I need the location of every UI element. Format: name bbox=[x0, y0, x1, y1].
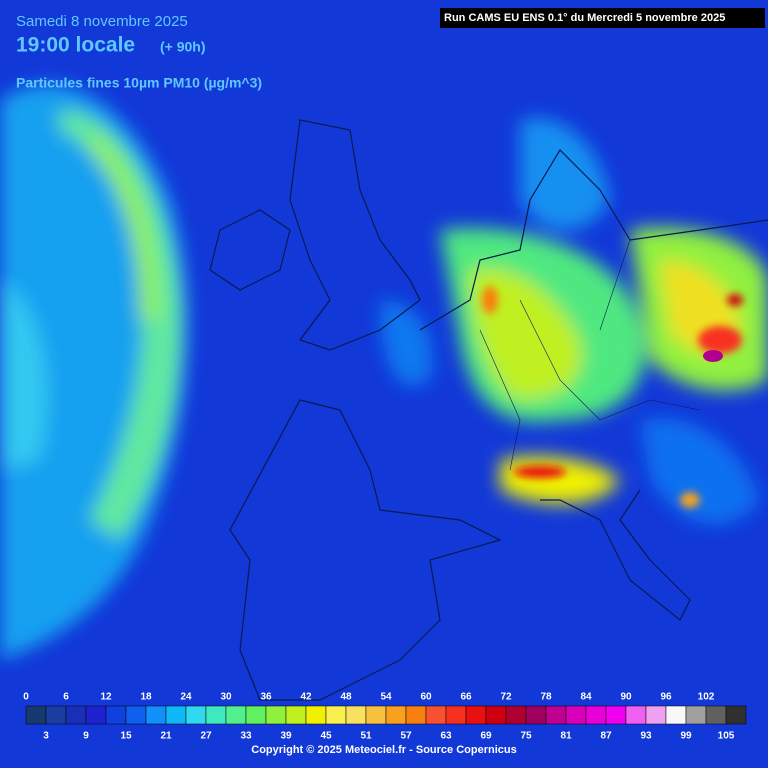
legend-label-top: 102 bbox=[698, 692, 715, 703]
color-swatch bbox=[345, 705, 367, 725]
color-swatch bbox=[425, 705, 447, 725]
forecast-date: Samedi 8 novembre 2025 bbox=[16, 13, 188, 30]
legend-label-top: 66 bbox=[460, 692, 472, 703]
color-swatch bbox=[285, 705, 307, 725]
color-swatch bbox=[465, 705, 487, 725]
legend-label-top: 30 bbox=[220, 692, 232, 703]
legend-label-top: 6 bbox=[63, 692, 69, 703]
forecast-time: 19:00 locale bbox=[16, 34, 135, 57]
color-swatch bbox=[225, 705, 247, 725]
color-swatch bbox=[325, 705, 347, 725]
color-swatch bbox=[385, 705, 407, 725]
color-swatch bbox=[685, 705, 707, 725]
color-swatch bbox=[165, 705, 187, 725]
color-swatch bbox=[705, 705, 727, 725]
legend-label-bottom: 69 bbox=[480, 731, 492, 742]
legend-label-bottom: 87 bbox=[600, 731, 612, 742]
color-swatch bbox=[85, 705, 107, 725]
legend-label-top: 96 bbox=[660, 692, 672, 703]
legend-label-top: 18 bbox=[140, 692, 152, 703]
color-swatch bbox=[485, 705, 507, 725]
color-swatch bbox=[45, 705, 67, 725]
forecast-lead: (+ 90h) bbox=[160, 39, 206, 55]
legend-label-bottom: 9 bbox=[83, 731, 89, 742]
legend-label-bottom: 51 bbox=[360, 731, 372, 742]
color-swatch bbox=[645, 705, 667, 725]
legend-label-top: 78 bbox=[540, 692, 552, 703]
legend-label-top: 48 bbox=[340, 692, 352, 703]
legend-label-top: 90 bbox=[620, 692, 632, 703]
color-swatch bbox=[125, 705, 147, 725]
variable-title: Particules fines 10µm PM10 (µg/m^3) bbox=[16, 75, 262, 91]
legend-label-top: 72 bbox=[500, 692, 512, 703]
color-swatch bbox=[105, 705, 127, 725]
legend-label-bottom: 99 bbox=[680, 731, 692, 742]
color-swatch bbox=[265, 705, 287, 725]
legend-label-bottom: 93 bbox=[640, 731, 652, 742]
run-info: Run CAMS EU ENS 0.1° du Mercredi 5 novem… bbox=[444, 12, 725, 24]
legend-label-top: 12 bbox=[100, 692, 112, 703]
hotspots bbox=[482, 286, 743, 508]
legend-label-top: 42 bbox=[300, 692, 312, 703]
legend-label-top: 84 bbox=[580, 692, 592, 703]
legend-label-bottom: 81 bbox=[560, 731, 572, 742]
legend-label-bottom: 27 bbox=[200, 731, 212, 742]
color-swatch bbox=[625, 705, 647, 725]
legend-label-top: 54 bbox=[380, 692, 392, 703]
legend-label-top: 60 bbox=[420, 692, 432, 703]
legend-label-top: 36 bbox=[260, 692, 272, 703]
legend-label-bottom: 63 bbox=[440, 731, 452, 742]
color-swatch bbox=[505, 705, 527, 725]
color-swatch bbox=[185, 705, 207, 725]
run-box bbox=[440, 8, 765, 28]
legend-label-bottom: 15 bbox=[120, 731, 132, 742]
color-swatch bbox=[205, 705, 227, 725]
legend-label-bottom: 21 bbox=[160, 731, 172, 742]
legend-label-bottom: 57 bbox=[400, 731, 412, 742]
legend-label-bottom: 3 bbox=[43, 731, 49, 742]
legend-label-top: 0 bbox=[23, 692, 29, 703]
copyright: Copyright © 2025 Meteociel.fr - Source C… bbox=[251, 744, 516, 756]
legend-label-bottom: 105 bbox=[718, 731, 735, 742]
color-swatch bbox=[445, 705, 467, 725]
legend-label-bottom: 33 bbox=[240, 731, 252, 742]
color-swatch bbox=[145, 705, 167, 725]
color-swatch bbox=[305, 705, 327, 725]
color-swatch bbox=[565, 705, 587, 725]
color-swatch bbox=[585, 705, 607, 725]
legend-label-top: 24 bbox=[180, 692, 192, 703]
color-swatch bbox=[65, 705, 87, 725]
color-swatch bbox=[545, 705, 567, 725]
hotspot-peak bbox=[703, 350, 723, 362]
color-swatch bbox=[25, 705, 47, 725]
color-swatch bbox=[605, 705, 627, 725]
coastlines bbox=[209, 119, 768, 701]
legend-label-bottom: 39 bbox=[280, 731, 292, 742]
legend-label-bottom: 75 bbox=[520, 731, 532, 742]
legend-label-bottom: 45 bbox=[320, 731, 332, 742]
color-swatch bbox=[245, 705, 267, 725]
color-swatch bbox=[525, 705, 547, 725]
color-swatch bbox=[665, 705, 687, 725]
borders bbox=[479, 239, 701, 471]
color-swatch bbox=[405, 705, 427, 725]
color-swatch bbox=[725, 705, 747, 725]
color-swatch bbox=[365, 705, 387, 725]
